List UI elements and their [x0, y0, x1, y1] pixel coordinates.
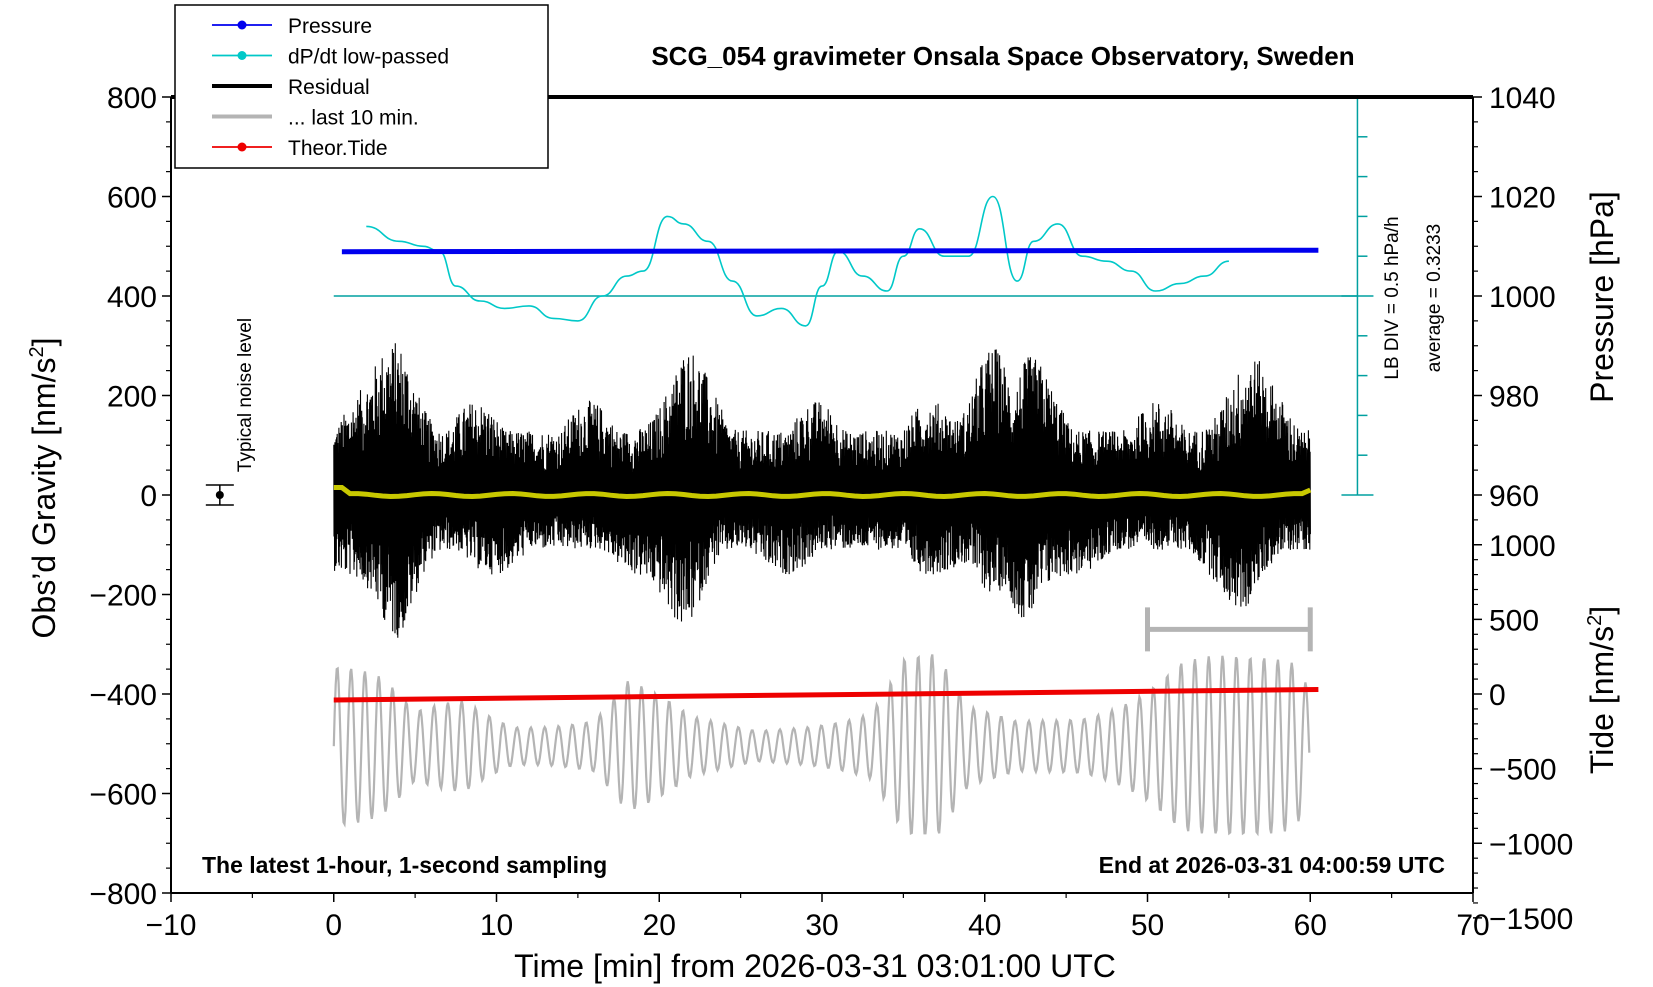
- x-tick-label: 70: [1456, 909, 1489, 942]
- x-tick-label: 30: [805, 909, 838, 942]
- legend-marker: [237, 142, 247, 152]
- y-tick-label: −600: [89, 779, 157, 812]
- legend-label: Residual: [288, 76, 370, 99]
- y-axis-title-tide: Tide [nm/s2]: [1584, 606, 1620, 774]
- legend-label: Pressure: [288, 15, 372, 38]
- pressure-tick-label: 980: [1489, 381, 1539, 414]
- x-tick-label: 0: [325, 909, 342, 942]
- pressure-tick-label: 1020: [1489, 182, 1556, 215]
- residual-trace: [333, 343, 1311, 638]
- x-tick-label: 50: [1131, 909, 1164, 942]
- x-tick-label: 10: [480, 909, 513, 942]
- footer-right-note: End at 2026-03-31 04:00:59 UTC: [1099, 852, 1445, 878]
- y-axis-title-tide-main: Tide [nm/s: [1584, 626, 1620, 774]
- dpdt-scale-label: LB DIV = 0.5 hPa/h: [1382, 216, 1403, 379]
- data-traces: [205, 96, 1374, 837]
- legend-label: dP/dt low-passed: [288, 46, 449, 69]
- tide-tick-label: −500: [1489, 754, 1557, 787]
- legend-marker: [237, 20, 247, 30]
- pressure-tick-label: 960: [1489, 480, 1539, 513]
- last10-trace: [332, 654, 1311, 837]
- legend: Pressure dP/dt low-passed Residual ... last…: [174, 4, 549, 169]
- x-tick-label: −10: [146, 909, 197, 942]
- pressure-tick-label: 1000: [1489, 281, 1556, 314]
- y-axis-title-tide-end: ]: [1584, 606, 1620, 615]
- tide-tick-label: 500: [1489, 604, 1539, 637]
- tide-tick-label: 0: [1489, 679, 1506, 712]
- y-axis-title-tide-sup: 2: [1584, 615, 1606, 626]
- tide-trace: [333, 687, 1319, 703]
- y-tick-label: 800: [107, 82, 157, 115]
- chart-title: SCG_054 gravimeter Onsala Space Observat…: [651, 41, 1354, 71]
- pressure-trace: [341, 247, 1319, 255]
- dpdt-trace: [366, 195, 1229, 327]
- tide-tick-label: −1500: [1489, 903, 1573, 936]
- y-axis-title-left-end: ]: [26, 338, 62, 347]
- y-tick-label: 200: [107, 381, 157, 414]
- x-tick-label: 20: [643, 909, 676, 942]
- legend-label: ... last 10 min.: [288, 107, 419, 130]
- smoothed-residual-trace: [333, 485, 1312, 500]
- x-axis-title: Time [min] from 2026-03-31 03:01:00 UTC: [514, 948, 1116, 984]
- pressure-tick-label: 1040: [1489, 82, 1556, 115]
- legend-label: Theor.Tide: [288, 137, 388, 160]
- x-tick-label: 60: [1294, 909, 1327, 942]
- legend-marker: [237, 51, 247, 60]
- y-axis-title-left: Obs’d Gravity [nm/s2]: [26, 338, 62, 639]
- footer-left-note: The latest 1-hour, 1-second sampling: [202, 852, 607, 878]
- y-tick-label: −400: [89, 679, 157, 712]
- tide-tick-label: 1000: [1489, 530, 1556, 563]
- y-axis-title-left-main: Obs’d Gravity [nm/s: [26, 358, 62, 639]
- noise-point: [215, 491, 224, 499]
- y-tick-label: −200: [89, 580, 157, 613]
- noise-level-label: Typical noise level: [235, 318, 256, 472]
- y-tick-label: 400: [107, 281, 157, 314]
- y-tick-label: 600: [107, 182, 157, 215]
- y-tick-label: −800: [89, 878, 157, 911]
- x-tick-label: 40: [968, 909, 1001, 942]
- tide-tick-label: −1000: [1489, 828, 1573, 861]
- y-axis-title-left-sup: 2: [26, 346, 48, 357]
- dpdt-average-label: average = 0.3233: [1424, 224, 1445, 372]
- axes: −10 0 10 20 30 40 50 60 70−800−600−400−200020040…: [89, 82, 1573, 942]
- y-tick-label: 0: [140, 480, 157, 513]
- y-axis-title-pressure: Pressure [hPa]: [1584, 191, 1620, 403]
